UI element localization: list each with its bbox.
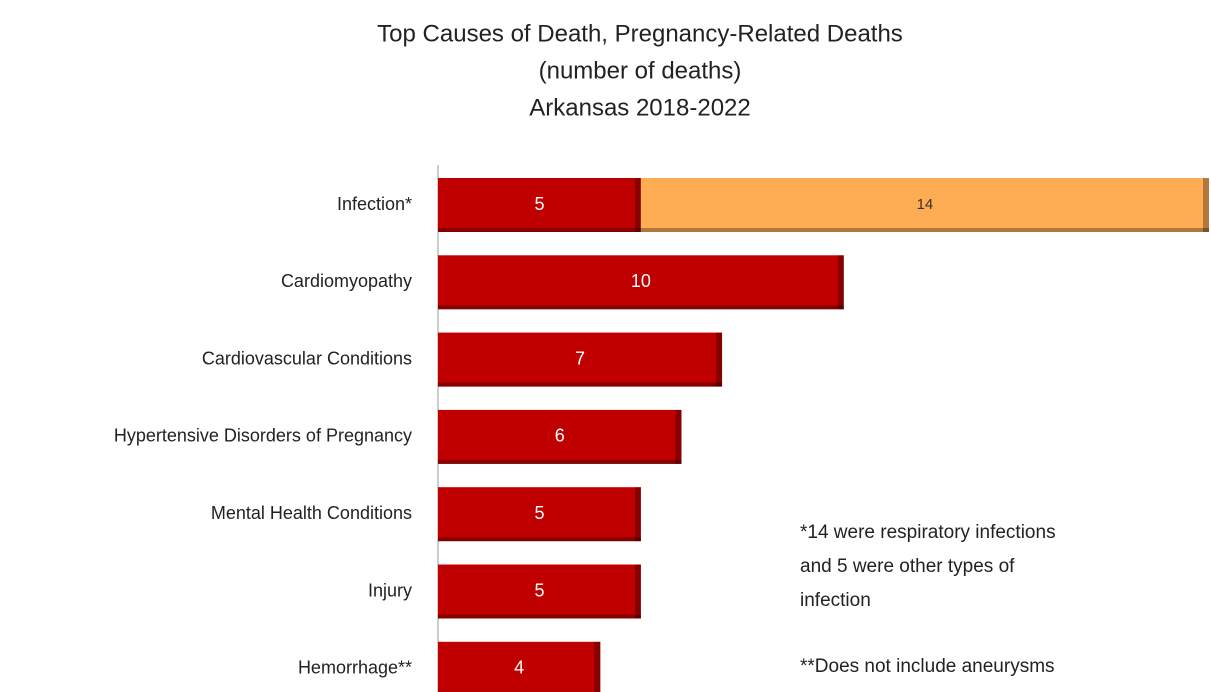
bar [438, 255, 844, 310]
bar [438, 409, 682, 464]
annotation: infection [800, 590, 871, 611]
data-label: 10 [631, 271, 651, 291]
y-tick-label: Injury [368, 580, 412, 600]
annotation: and 5 were other types of [800, 556, 1015, 577]
bar [438, 178, 641, 232]
y-tick-label: Hypertensive Disorders of Pregnancy [114, 426, 412, 446]
data-label: 5 [534, 580, 544, 600]
bar [640, 178, 1209, 232]
chart-title: (number of deaths) [539, 57, 742, 84]
y-tick-label: Infection* [337, 194, 412, 214]
data-label: 5 [534, 194, 544, 214]
data-label: 5 [534, 503, 544, 523]
data-label: 14 [917, 196, 934, 213]
annotation: **Does not include aneurysms [800, 656, 1055, 677]
data-label: 4 [514, 658, 524, 678]
chart-title: Arkansas 2018-2022 [529, 94, 750, 121]
bar [438, 564, 641, 619]
data-label: 6 [555, 426, 565, 446]
bar [438, 487, 641, 542]
y-tick-label: Cardiomyopathy [281, 271, 412, 291]
chart-title: Top Causes of Death, Pregnancy-Related D… [377, 20, 903, 47]
bar [438, 332, 723, 387]
annotation: *14 were respiratory infections [800, 522, 1056, 543]
y-tick-label: Mental Health Conditions [211, 503, 412, 523]
y-tick-label: Hemorrhage** [298, 658, 412, 678]
data-label: 7 [575, 348, 585, 368]
y-tick-label: Cardiovascular Conditions [202, 348, 412, 368]
